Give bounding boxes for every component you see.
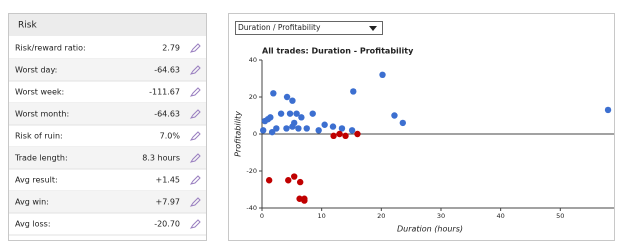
row-value: 7.0% bbox=[160, 132, 181, 141]
point bbox=[342, 132, 349, 140]
panel-header bbox=[9, 14, 206, 36]
point bbox=[399, 119, 406, 127]
edit-icon bbox=[189, 197, 201, 207]
point bbox=[259, 127, 267, 134]
row-label: Worst month: bbox=[15, 110, 69, 119]
point bbox=[298, 114, 305, 121]
x-tick-label: 20 bbox=[377, 212, 385, 220]
point bbox=[301, 197, 308, 204]
point bbox=[286, 110, 294, 117]
edit-icon bbox=[189, 131, 201, 141]
row-label: Avg win: bbox=[15, 198, 49, 207]
x-axis-label: Duration (hours) bbox=[397, 225, 463, 234]
point bbox=[265, 177, 273, 184]
row-bg bbox=[9, 147, 206, 169]
point bbox=[267, 114, 274, 121]
row-label: Risk/reward ratio: bbox=[15, 44, 86, 53]
point bbox=[315, 127, 322, 134]
row-value: +7.97 bbox=[155, 198, 180, 207]
row-label: Avg result: bbox=[15, 176, 58, 185]
selector[interactable] bbox=[235, 21, 383, 35]
point bbox=[289, 97, 296, 104]
row-value: -20.70 bbox=[154, 220, 180, 229]
x-tick-label: 10 bbox=[318, 212, 326, 220]
point bbox=[329, 123, 337, 130]
row-bg bbox=[9, 59, 206, 81]
point bbox=[309, 110, 316, 117]
x-tick-label: 50 bbox=[556, 212, 564, 220]
point bbox=[354, 130, 361, 138]
y-tick-label: 40 bbox=[249, 56, 257, 64]
row-bg bbox=[9, 191, 206, 213]
row-label: Avg loss: bbox=[15, 220, 51, 229]
point bbox=[283, 93, 291, 101]
row-value: 8.3 hours bbox=[142, 154, 180, 163]
point bbox=[270, 90, 277, 97]
row-value: -64.63 bbox=[154, 110, 180, 119]
point bbox=[283, 125, 290, 132]
selector-arrow bbox=[369, 26, 377, 31]
point bbox=[273, 125, 280, 132]
chart-title: All trades: Duration - Profitability bbox=[262, 47, 414, 56]
panel-title: Risk bbox=[18, 21, 37, 31]
point bbox=[289, 123, 296, 130]
x-tick-label: 0 bbox=[260, 212, 264, 220]
y-axis-label: Profitability bbox=[234, 111, 243, 157]
row-value: -64.63 bbox=[154, 66, 180, 75]
x-tick-label: 30 bbox=[437, 212, 445, 220]
row-value: 2.79 bbox=[162, 44, 180, 53]
row-label: Worst week: bbox=[15, 88, 64, 97]
edit-icon bbox=[189, 43, 201, 53]
point bbox=[350, 88, 357, 95]
edit-icon bbox=[189, 175, 201, 185]
point bbox=[330, 132, 337, 140]
point bbox=[285, 177, 292, 184]
point bbox=[321, 121, 328, 128]
row-value: +1.45 bbox=[155, 176, 180, 185]
x-tick-label: 40 bbox=[497, 212, 505, 220]
point bbox=[296, 178, 304, 186]
edit-icon bbox=[189, 65, 201, 75]
edit-icon bbox=[189, 87, 201, 97]
y-tick-label: -40 bbox=[246, 204, 257, 212]
y-tick-label: -20 bbox=[246, 167, 257, 175]
edit-icon bbox=[189, 109, 201, 119]
edit-icon bbox=[189, 219, 201, 229]
point bbox=[293, 110, 300, 117]
point bbox=[268, 128, 276, 136]
row-value: -111.67 bbox=[149, 88, 180, 97]
point bbox=[277, 110, 285, 117]
row-label: Worst day: bbox=[15, 66, 57, 75]
y-tick-label: 20 bbox=[249, 93, 257, 101]
point bbox=[338, 125, 346, 132]
point bbox=[391, 112, 398, 119]
y-tick-label: 0 bbox=[253, 130, 257, 138]
point bbox=[336, 130, 343, 138]
edit-icon bbox=[189, 153, 201, 163]
selector-text: Duration / Profitability bbox=[238, 23, 321, 32]
row-label: Risk of ruin: bbox=[15, 132, 63, 141]
point bbox=[295, 125, 302, 132]
row-bg bbox=[9, 103, 206, 125]
point bbox=[291, 173, 298, 180]
point bbox=[604, 106, 612, 114]
row-label: Trade length: bbox=[14, 154, 68, 163]
point bbox=[348, 127, 356, 134]
point bbox=[379, 71, 386, 79]
point bbox=[303, 125, 310, 132]
